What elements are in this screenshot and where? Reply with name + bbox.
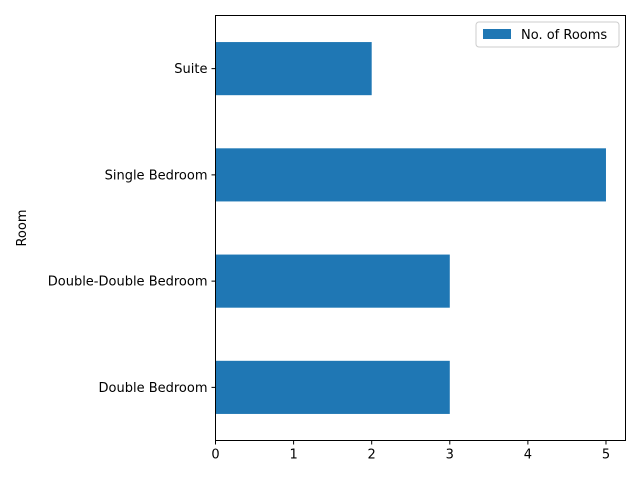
plot-frame (215, 15, 626, 441)
x-tick-label: 1 (289, 448, 297, 463)
axes-group (215, 15, 626, 441)
x-tick-label: 3 (446, 448, 454, 463)
y-tick-label: Double-Double Bedroom (48, 275, 208, 290)
legend-label: No. of Rooms (521, 28, 607, 43)
x-tick-label: 0 (211, 448, 219, 463)
x-tick-label: 5 (602, 448, 610, 463)
legend-box (475, 21, 620, 48)
bar-single-bedroom (215, 148, 606, 202)
y-tick-label: Double Bedroom (99, 381, 208, 396)
x-tick-label: 4 (524, 448, 532, 463)
y-tick-label: Suite (174, 62, 207, 77)
legend: No. of Rooms (475, 21, 620, 48)
bar-double-bedroom (215, 360, 450, 414)
x-tick-label: 2 (368, 448, 376, 463)
bar-double-double-bedroom (215, 254, 450, 308)
bar-suite (215, 42, 372, 96)
bars-group (215, 42, 606, 414)
ticks-group: Double Bedroom Double-Double Bedroom Singl… (48, 62, 610, 462)
y-axis-label: Room (15, 209, 30, 246)
y-tick-label: Single Bedroom (105, 168, 208, 183)
legend-swatch (483, 29, 511, 39)
